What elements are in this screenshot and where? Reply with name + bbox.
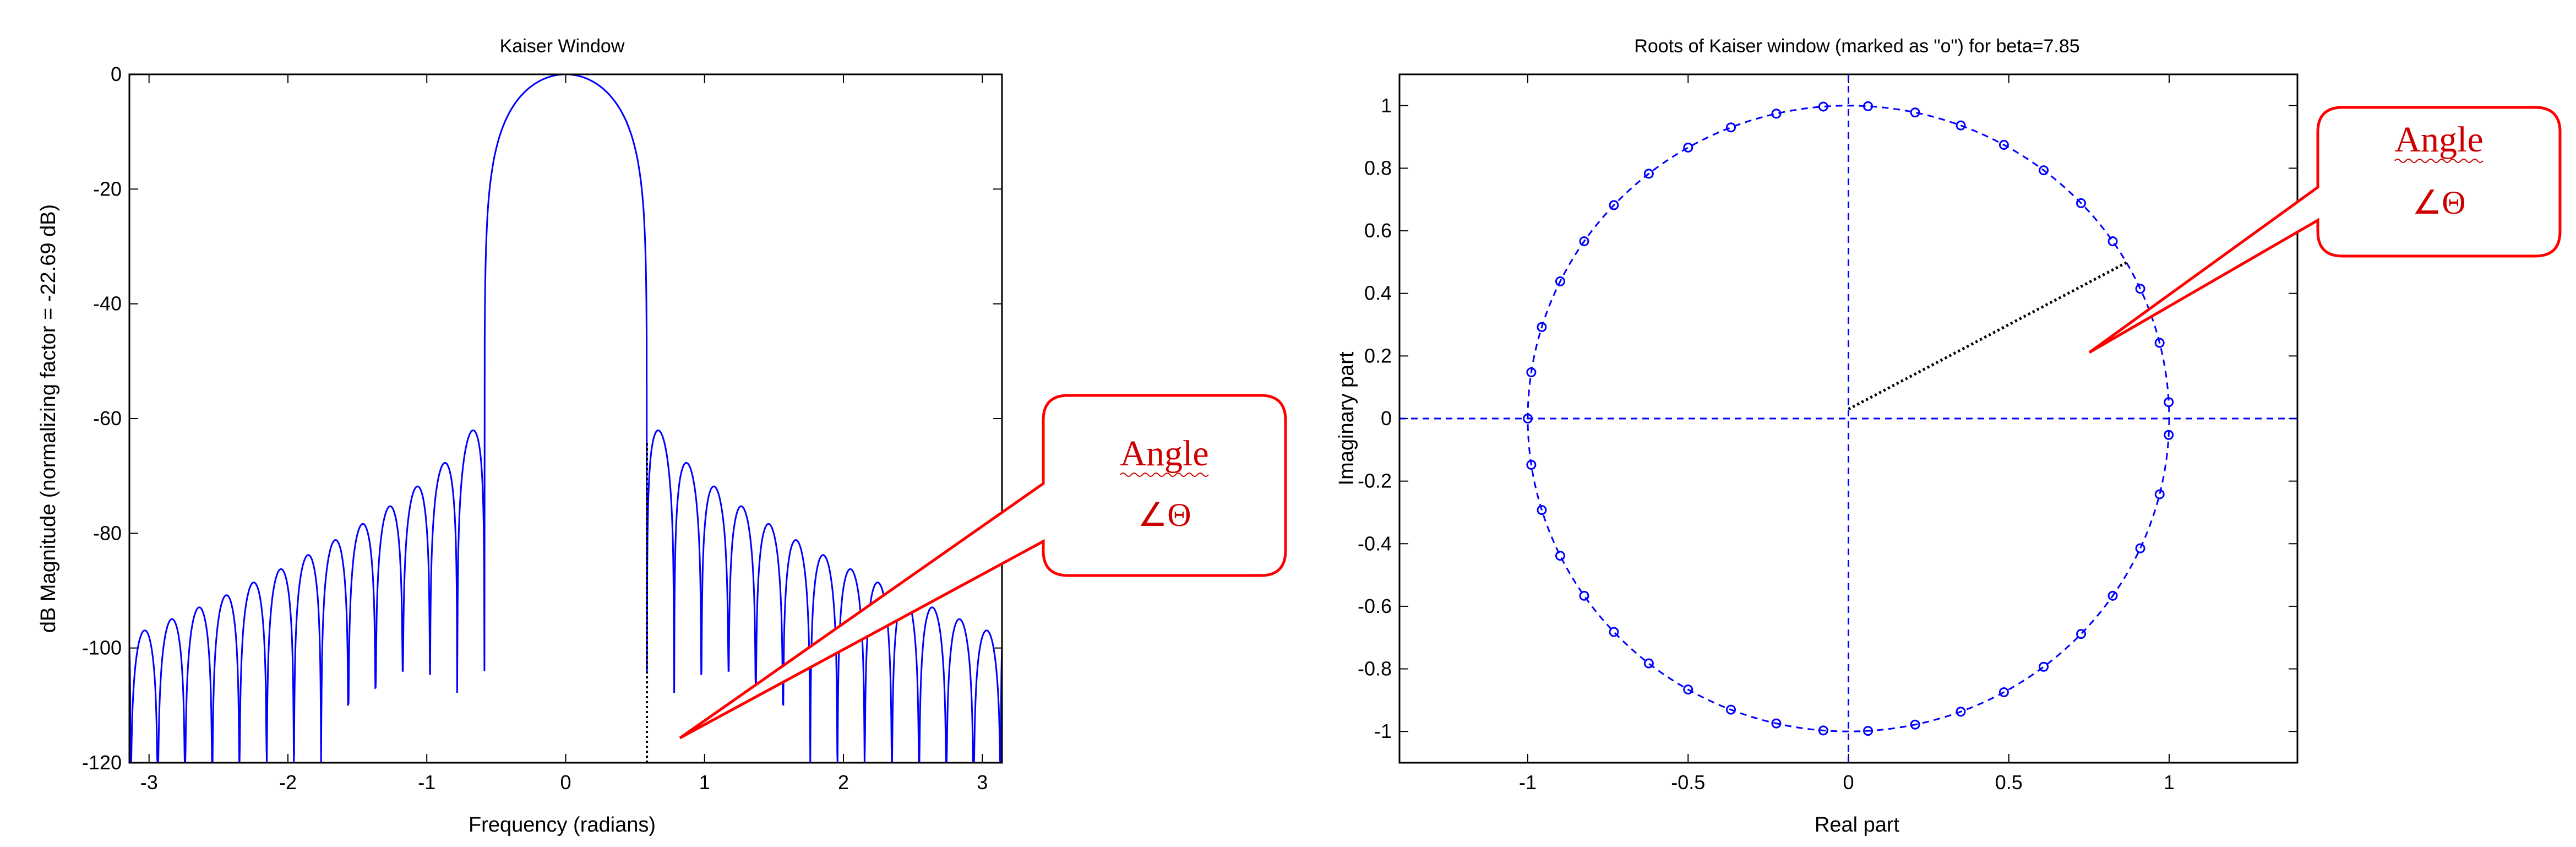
- root-marker: [2154, 338, 2165, 348]
- right-y-tick-label: 0.2: [1364, 344, 1392, 367]
- root-marker: [1818, 725, 1828, 736]
- right-chart-y-label: Imaginary part: [1335, 351, 1358, 485]
- left-angle-callout: Angle ∠Θ: [679, 394, 1287, 740]
- root-marker: [2076, 198, 2087, 208]
- root-marker: [1771, 718, 1782, 729]
- root-marker: [1555, 551, 1565, 561]
- root-marker: [1956, 120, 1966, 131]
- root-marker: [1998, 140, 2009, 150]
- right-x-tick-label: -1: [1519, 771, 1537, 794]
- left-x-tick-label: -1: [418, 771, 435, 794]
- root-marker: [1863, 726, 1874, 736]
- angle-dotted-line: [1848, 260, 2128, 411]
- left-x-tick-label: -2: [279, 771, 297, 794]
- left-chart-y-label: dB Magnitude (normalizing factor = -22.6…: [37, 204, 60, 633]
- right-chart-ticks: -1 -0.5 0 0.5 1 1 0.8 0.6 0.4 0.2 0 -0.2 -0.4 -0.6 -0.…: [1358, 74, 2297, 794]
- left-x-tick-label: 1: [699, 771, 710, 794]
- left-y-tick-label: -20: [93, 177, 122, 200]
- root-marker: [2107, 590, 2118, 601]
- left-callout-bubble: [679, 394, 1287, 740]
- root-marker: [2154, 489, 2165, 499]
- left-y-tick-label: -40: [93, 292, 122, 315]
- root-marker: [1579, 590, 1589, 601]
- right-x-tick-label: -0.5: [1671, 771, 1705, 794]
- left-callout-spellcheck-underline: [1120, 473, 1209, 477]
- root-marker: [1726, 704, 1736, 715]
- left-x-tick-label: 3: [977, 771, 988, 794]
- right-y-tick-label: 0.8: [1364, 156, 1392, 179]
- root-marker: [1683, 142, 1693, 153]
- right-chart-x-label: Real part: [1815, 813, 1900, 837]
- kaiser-spectrum-line: [128, 73, 1003, 764]
- right-y-tick-label: -0.8: [1358, 658, 1392, 680]
- root-marker: [1523, 414, 1533, 424]
- root-marker: [1609, 200, 1619, 210]
- root-marker: [1537, 322, 1547, 332]
- left-x-tick-label: -3: [140, 771, 158, 794]
- right-angle-callout: Angle ∠Θ: [2088, 106, 2562, 354]
- root-marker: [1537, 505, 1547, 515]
- root-marker: [1643, 658, 1654, 669]
- left-y-tick-label: 0: [111, 63, 122, 85]
- root-marker: [2107, 236, 2118, 247]
- root-marker: [2164, 397, 2174, 408]
- root-markers: [1523, 101, 2174, 736]
- right-x-tick-label: 0: [1843, 771, 1854, 794]
- root-marker: [1526, 459, 1537, 470]
- left-y-tick-label: -120: [82, 751, 122, 774]
- root-marker: [2135, 284, 2145, 294]
- right-callout-angle-text: Angle: [2394, 120, 2483, 160]
- right-y-tick-label: 0.6: [1364, 219, 1392, 242]
- root-marker: [2076, 629, 2087, 639]
- root-marker: [1683, 685, 1693, 695]
- left-x-tick-label: 2: [838, 771, 849, 794]
- left-y-tick-label: -100: [82, 637, 122, 659]
- right-chart: Roots of Kaiser window (marked as "o") f…: [1335, 36, 2299, 837]
- right-x-tick-label: 0.5: [1995, 771, 2023, 794]
- root-marker: [2164, 430, 2174, 440]
- left-plot-frame: [128, 73, 1003, 764]
- left-callout-angle-text: Angle: [1120, 433, 1208, 474]
- right-callout-spellcheck-underline: [2394, 159, 2484, 163]
- unit-circle-dashed: [1527, 105, 2170, 732]
- left-chart-x-label: Frequency (radians): [469, 813, 656, 837]
- left-x-tick-label: 0: [560, 771, 571, 794]
- right-callout-theta-text: ∠Θ: [2412, 184, 2465, 221]
- root-marker: [2039, 165, 2049, 176]
- root-marker: [1643, 169, 1654, 179]
- root-marker: [1579, 236, 1589, 247]
- right-callout-bubble: [2088, 106, 2562, 354]
- root-marker: [1863, 101, 1874, 111]
- root-marker: [1998, 687, 2009, 697]
- left-chart-ticks: -3 -2 -1 0 1 2 3 0 -20 -40 -60 -80 -100 -120: [82, 63, 1002, 794]
- root-marker: [1609, 627, 1619, 637]
- root-marker: [1818, 101, 1828, 112]
- right-y-tick-label: -0.4: [1358, 532, 1392, 555]
- left-y-tick-label: -60: [93, 407, 122, 430]
- right-y-tick-label: 0: [1381, 407, 1392, 430]
- left-chart: Kaiser Window dB Magnitude (normalizing …: [37, 36, 1003, 837]
- right-y-tick-label: 0.4: [1364, 282, 1392, 305]
- root-marker: [2135, 543, 2145, 553]
- root-marker: [1726, 122, 1736, 133]
- left-y-tick-label: -80: [93, 522, 122, 544]
- right-y-tick-label: 1: [1381, 94, 1392, 117]
- right-plot-frame: [1398, 73, 2299, 764]
- right-y-tick-label: -0.2: [1358, 470, 1392, 492]
- right-y-tick-label: -0.6: [1358, 595, 1392, 617]
- root-marker: [1555, 276, 1565, 286]
- root-marker: [2039, 661, 2049, 672]
- left-chart-title: Kaiser Window: [500, 36, 625, 57]
- root-marker: [1910, 719, 1920, 730]
- right-x-tick-label: 1: [2164, 771, 2175, 794]
- root-marker: [1910, 107, 1920, 118]
- left-callout-theta-text: ∠Θ: [1137, 497, 1191, 533]
- right-chart-title: Roots of Kaiser window (marked as "o") f…: [1634, 36, 2079, 57]
- right-y-tick-label: -1: [1374, 720, 1392, 742]
- root-marker: [1526, 367, 1537, 378]
- root-marker: [1956, 707, 1966, 717]
- root-marker: [1771, 108, 1782, 119]
